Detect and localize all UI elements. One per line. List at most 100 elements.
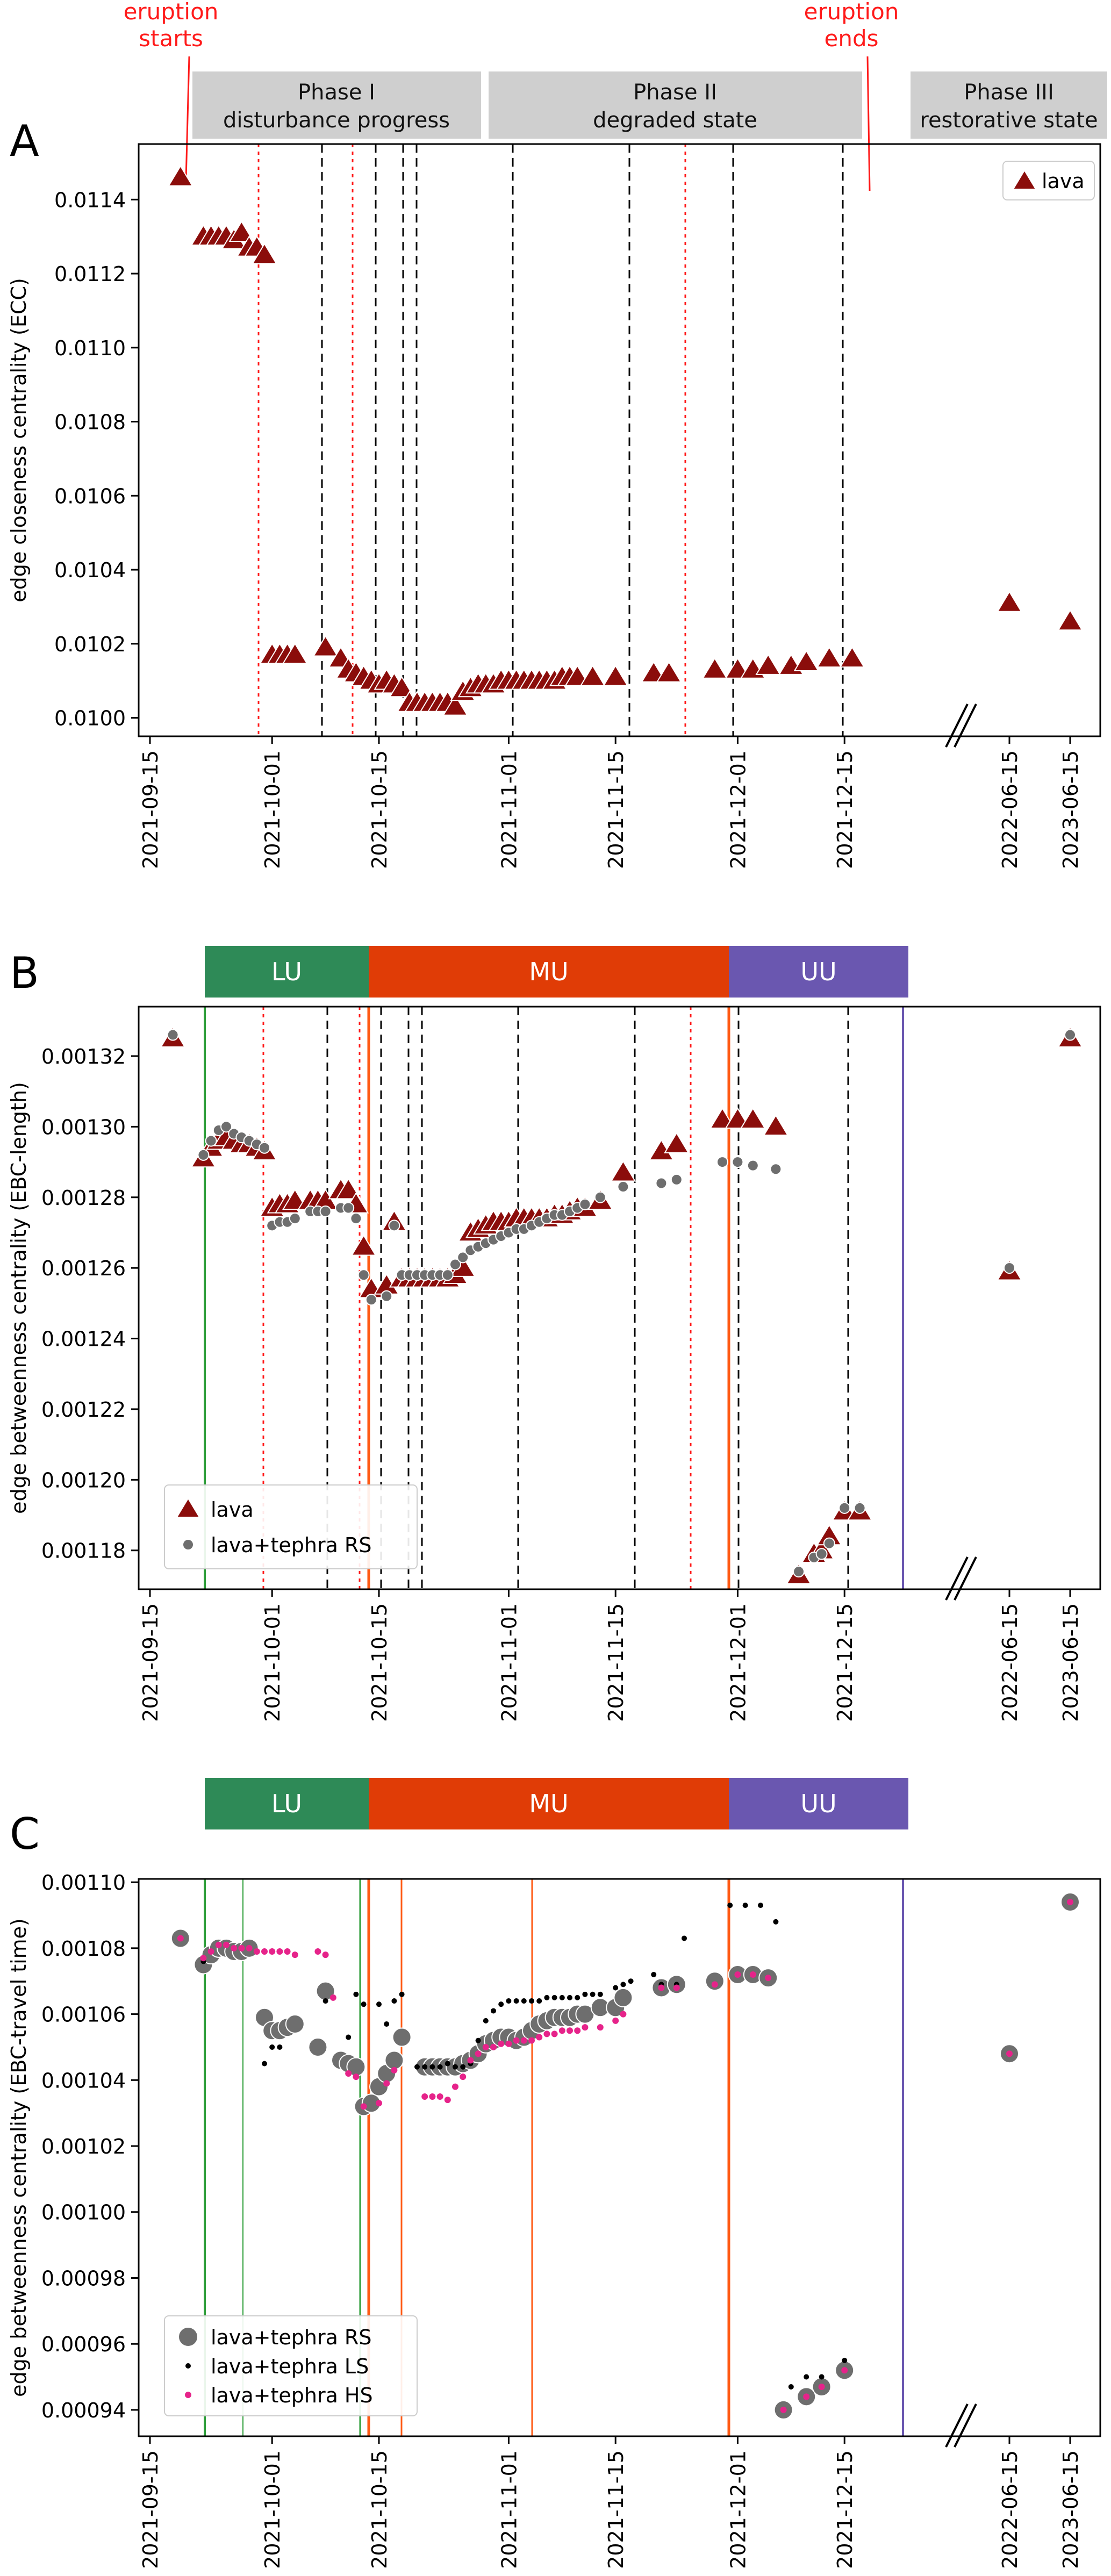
legend-marker (182, 1539, 194, 1551)
y-tick-label: 0.00098 (41, 2266, 126, 2290)
data-point-ls (544, 1994, 550, 2000)
data-point-hs (673, 1984, 680, 1991)
data-point-ls (819, 2374, 825, 2380)
data-point-hs (444, 2097, 451, 2104)
data-point-ls (788, 2384, 794, 2390)
data-point-ls (475, 2037, 481, 2043)
panel-a: A 0.0100 0.0102 0.0104 0.0106 0.0108 0.0110 0.0… (7, 56, 1101, 869)
x-tick-label: 2023-06-15 (1059, 750, 1083, 869)
unit-band-label: MU (529, 1789, 568, 1818)
eruption-ends-line1: eruption (804, 0, 899, 25)
panel-letter: B (10, 948, 39, 998)
data-point-lava (663, 1132, 690, 1153)
data-point-ls (620, 1982, 626, 1987)
data-point-hs (620, 2011, 627, 2018)
data-point-hs (215, 1941, 222, 1948)
legend-box (164, 1484, 418, 1569)
data-point-rs (319, 1206, 332, 1218)
data-point-rs (815, 1548, 828, 1560)
x-tick-label: 2021-10-01 (261, 2450, 284, 2569)
y-tick-label: 0.0104 (54, 558, 126, 582)
data-point-lava (656, 661, 682, 683)
data-point-rs (259, 1142, 270, 1154)
y-tick-label: 0.00094 (41, 2399, 126, 2422)
data-point-lava (816, 646, 842, 668)
data-point-rs (457, 1251, 469, 1264)
data-point-hs (322, 1951, 329, 1958)
y-axis-label: edge betweenness centrality (EBC-travel … (7, 1918, 31, 2397)
data-point-rs (823, 1537, 835, 1549)
data-point-lava (167, 165, 193, 186)
unit-band-uu (729, 1778, 908, 1829)
y-tick-label: 0.0110 (54, 336, 126, 360)
data-point-hs (200, 1955, 207, 1962)
eruption-ends-line2: ends (824, 25, 878, 52)
legend-marker (185, 2392, 191, 2398)
plot-frame (138, 143, 1101, 737)
axis-break-mark (945, 1556, 969, 1601)
y-tick-label: 0.00122 (41, 1398, 126, 1422)
data-point-rs (449, 1258, 461, 1271)
y-tick-label: 0.00100 (41, 2201, 126, 2225)
data-point-hs (558, 2027, 565, 2034)
y-axis-label: edge betweenness centrality (EBC-length) (7, 1082, 31, 1514)
data-point-ls (422, 2064, 428, 2070)
data-point-ls (773, 1919, 779, 1925)
data-point-ls (498, 2001, 504, 2007)
data-point-rs (205, 1135, 217, 1147)
x-tick-label: 2021-11-15 (604, 2450, 628, 2569)
legend-box (164, 2315, 418, 2416)
data-point-hs (467, 2057, 474, 2064)
y-tick-label: 0.00106 (41, 2003, 126, 2027)
x-tick-label: 2021-10-15 (368, 750, 391, 869)
x-tick-label: 2021-11-01 (497, 750, 521, 869)
phase-3-subtitle: restorative state (920, 108, 1098, 133)
y-tick-label: 0.00126 (41, 1257, 126, 1280)
phase-band-2: Phase II degraded state (489, 71, 862, 139)
data-point-lava (1057, 609, 1083, 631)
y-tick-label: 0.00108 (41, 1937, 126, 1961)
phase-3-title: Phase III (964, 80, 1054, 105)
data-point-rs (716, 1156, 728, 1168)
data-point-ls (429, 2064, 435, 2070)
data-point-hs (269, 1948, 276, 1955)
data-point-hs (360, 2103, 367, 2110)
data-point-ls (346, 2034, 352, 2040)
data-point-hs (452, 2083, 458, 2090)
legend-label: lava+tephra RS (211, 2326, 371, 2349)
legend: lava lava+tephra RS (164, 1484, 418, 1569)
data-point-rs (388, 1219, 400, 1232)
data-point-hs (490, 2043, 497, 2050)
phase-1-title: Phase I (298, 80, 375, 105)
data-point-ls (842, 2357, 848, 2363)
data-point-hs (284, 1948, 291, 1955)
y-tick-label: 0.0106 (54, 484, 126, 508)
x-tick-label: 2021-11-01 (497, 2450, 521, 2569)
data-point-ls (521, 1998, 527, 2004)
data-point-lava (839, 646, 865, 668)
data-point-hs (749, 1971, 756, 1978)
panel-letter: A (10, 116, 39, 166)
data-point-hs (551, 2030, 558, 2037)
data-point-hs (314, 1948, 321, 1955)
data-point-ls (506, 1998, 512, 2004)
data-point-rs (220, 1121, 232, 1133)
data-point-ls (513, 1998, 519, 2004)
data-point-rs (579, 1198, 591, 1210)
data-point-rs (655, 1177, 668, 1189)
phase-band-3: Phase III restorative state (911, 71, 1107, 139)
data-point-ls (391, 1998, 397, 2004)
data-point-hs (765, 1975, 772, 1982)
data-point-ls (437, 2064, 443, 2070)
data-point-ls (536, 1998, 542, 2004)
phase-1-subtitle: disturbance progress (223, 108, 450, 133)
data-point-ls (361, 2001, 367, 2007)
x-tick-label: 2021-12-01 (726, 750, 750, 869)
data-point-ls (597, 1991, 603, 1997)
data-point-hs (329, 1994, 336, 2001)
data-point-ls (262, 2061, 267, 2066)
eruption-starts-line1: eruption (124, 0, 219, 25)
data-point-rs (365, 1294, 377, 1306)
data-point-rs (770, 1163, 782, 1175)
data-point-lava (350, 1234, 377, 1256)
